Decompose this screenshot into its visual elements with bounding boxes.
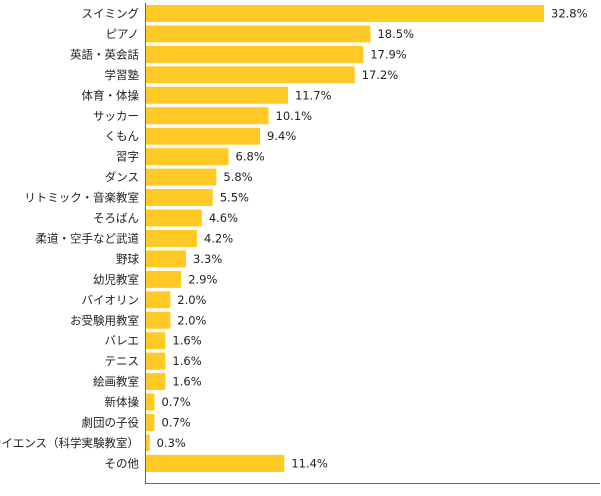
value-label: 10.1%: [276, 109, 313, 123]
category-label: 野球: [116, 252, 139, 266]
category-label: 習字: [116, 150, 139, 164]
category-label: くもん: [105, 129, 140, 143]
value-label: 3.3%: [193, 252, 222, 266]
value-label: 11.4%: [291, 456, 328, 470]
bar: [146, 86, 288, 104]
value-label: 0.7%: [161, 395, 190, 409]
category-label: スイミング: [82, 7, 140, 21]
bar: [146, 332, 166, 350]
bar: [146, 168, 217, 186]
value-label: 0.7%: [161, 416, 190, 430]
category-label: その他: [105, 456, 140, 470]
category-label: そろばん: [93, 211, 139, 225]
category-label: ピアノ: [106, 27, 139, 41]
category-label: バイオリン: [82, 293, 140, 307]
value-label: 32.8%: [551, 7, 588, 21]
bar: [146, 5, 544, 22]
bar: [146, 414, 155, 431]
category-label: 幼児教室: [93, 272, 139, 286]
category-label: リトミック・音楽教室: [24, 191, 139, 205]
bar: [146, 209, 202, 227]
category-label: 劇団の子役: [82, 416, 140, 430]
value-label: 17.2%: [362, 68, 399, 82]
category-label: バレエ: [105, 334, 140, 348]
value-label: 1.6%: [172, 354, 201, 368]
value-label: 1.6%: [172, 334, 201, 348]
bar: [146, 250, 187, 268]
category-label: サッカー: [93, 109, 139, 123]
bar: [146, 107, 269, 125]
value-label: 2.9%: [188, 272, 217, 286]
bar: [146, 434, 150, 452]
bar: [146, 270, 182, 288]
bar: [146, 454, 285, 472]
bar: [146, 373, 166, 391]
category-label: 体育・体操: [82, 88, 140, 102]
bar: [146, 229, 197, 247]
category-label: お受験用教室: [70, 313, 139, 327]
value-label: 4.2%: [204, 231, 233, 245]
bar: [146, 291, 171, 309]
value-label: 2.0%: [177, 293, 206, 307]
value-label: 11.7%: [295, 88, 332, 102]
bar: [146, 25, 371, 43]
value-label: 5.8%: [223, 170, 252, 184]
bar: [146, 45, 364, 63]
value-label: 1.6%: [172, 375, 201, 389]
bar: [146, 352, 166, 370]
bar: [146, 189, 213, 207]
bar: [146, 393, 155, 411]
value-label: 4.6%: [209, 211, 238, 225]
bar: [146, 311, 171, 329]
bar: [146, 66, 355, 84]
category-label: 英語・英会話: [70, 47, 139, 61]
value-labels-group: 32.8% 18.5% 17.9% 17.2% 11.7% 10.1% 9.4%6.8% 5.…: [157, 7, 588, 471]
bar: [146, 148, 229, 166]
category-label: テニス: [105, 354, 140, 368]
value-label: 18.5%: [377, 27, 414, 41]
bar: [146, 127, 261, 145]
value-label: 2.0%: [177, 313, 206, 327]
value-label: 17.9%: [370, 47, 407, 61]
bars-group: [146, 5, 544, 472]
category-label: 新体操: [105, 395, 140, 409]
category-labels-group: スイミングピアノ英語・英会話学習塾体育・体操サッカーくもん習字ダンスリトミック・…: [0, 7, 139, 471]
value-label: 5.5%: [220, 191, 249, 205]
category-label: 柔道・空手など武道: [36, 231, 140, 245]
category-label: ダンス: [105, 170, 139, 184]
value-label: 9.4%: [267, 129, 296, 143]
category-label: 絵画教室: [93, 375, 139, 389]
category-label: 学習塾: [105, 68, 140, 82]
value-label: 6.8%: [236, 150, 265, 164]
value-label: 0.3%: [157, 436, 186, 450]
category-label: サイエンス（科学実験教室）: [0, 436, 139, 450]
